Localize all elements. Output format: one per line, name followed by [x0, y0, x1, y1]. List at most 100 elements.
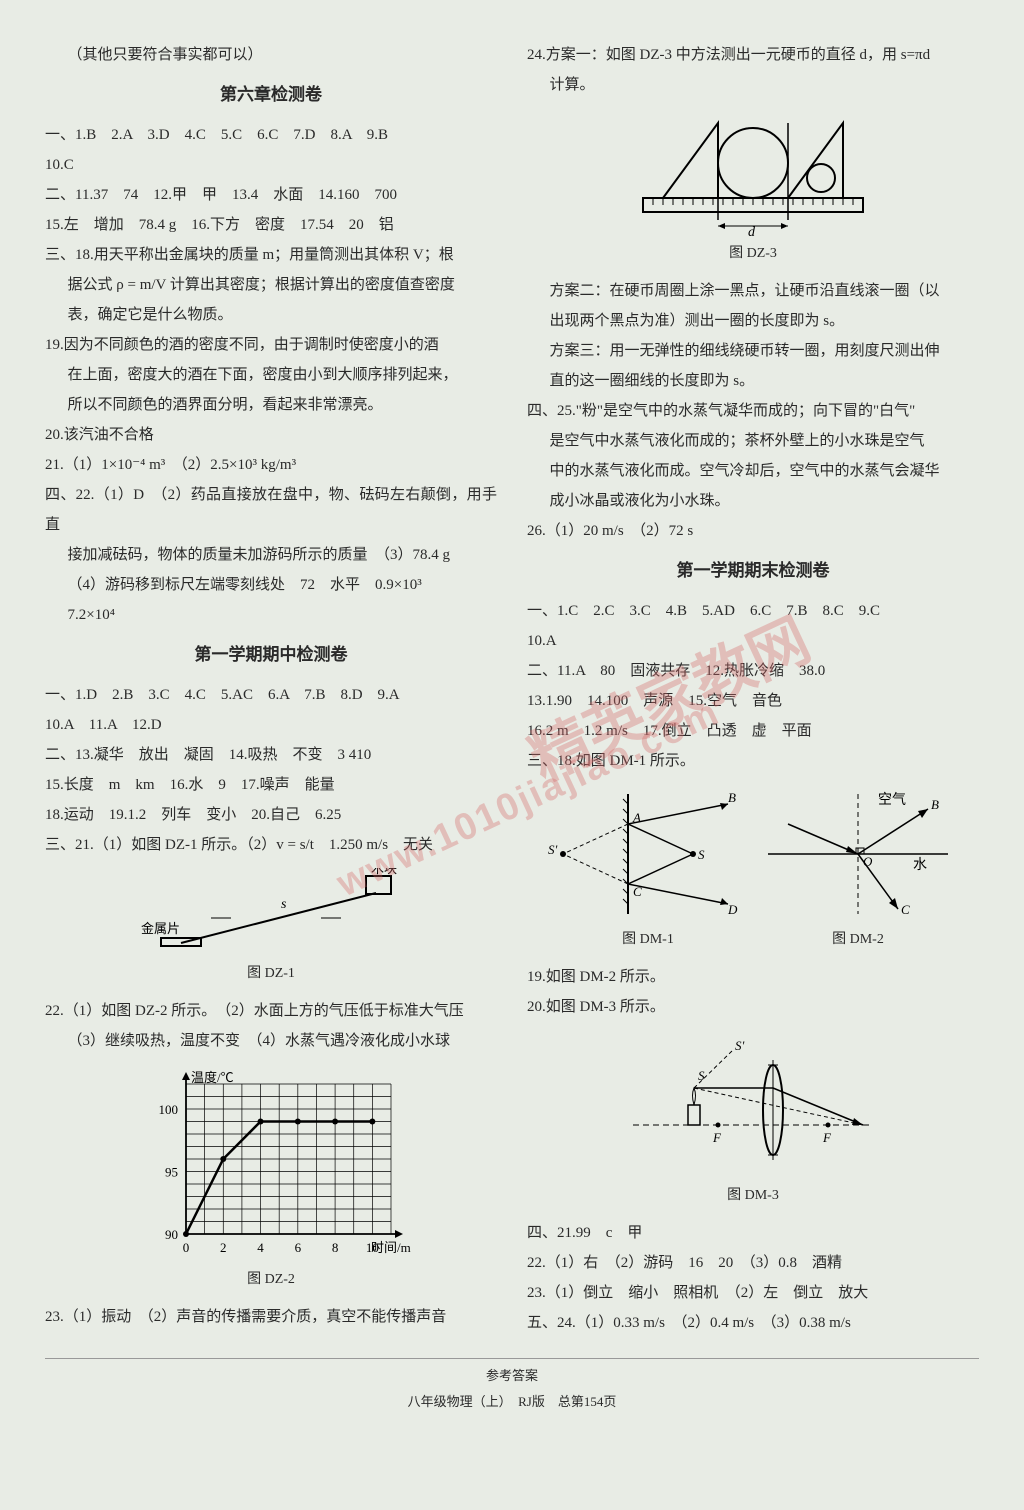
ch6-q19b: 在上面，密度大的酒在下面，密度由小到大顺序排列起来， [45, 360, 497, 390]
svg-text:S': S' [548, 842, 558, 857]
svg-text:A: A [632, 810, 641, 825]
final-title: 第一学期期末检测卷 [527, 554, 979, 588]
svg-text:空气: 空气 [878, 792, 906, 808]
mt-q22a: 22.（1）如图 DZ-2 所示。 （2）水面上方的气压低于标准大气压 [45, 996, 497, 1026]
r-q24e: 方案三：用一无弹性的细线绕硬币转一圈，用刻度尺测出伸 [527, 336, 979, 366]
f-p1b: 10.A [527, 626, 979, 656]
svg-text:S: S [698, 1068, 705, 1083]
fig-dz1: 木块 金属片 s 图 DZ-1 [45, 868, 497, 988]
svg-text:S': S' [735, 1038, 745, 1053]
svg-text:90: 90 [165, 1227, 178, 1242]
ch6-p1b: 10.C [45, 150, 497, 180]
svg-text:B: B [931, 797, 939, 812]
f-q18: 三、18.如图 DM-1 所示。 [527, 746, 979, 776]
fig-dz3-label: 图 DZ-3 [527, 240, 979, 268]
svg-text:F: F [712, 1130, 722, 1145]
r-q25b: 是空气中水蒸气液化而成的；茶杯外壁上的小水珠是空气 [527, 426, 979, 456]
svg-text:8: 8 [332, 1240, 339, 1255]
ch6-q22b: 接加减砝码，物体的质量未加游码所示的质量 （3）78.4 g [45, 540, 497, 570]
svg-text:B: B [728, 790, 736, 805]
svg-text:95: 95 [165, 1165, 178, 1180]
mt-q23: 23.（1）振动 （2）声音的传播需要介质，真空不能传播声音 [45, 1302, 497, 1332]
fig-dz3: d 图 DZ-3 [527, 108, 979, 268]
fig-dm2-label: 图 DM-2 [758, 926, 958, 954]
ch6-q18c: 表，确定它是什么物质。 [45, 300, 497, 330]
svg-text:木块: 木块 [371, 868, 397, 876]
f-p2c: 16.2 m 1.2 m/s 17.倒立 凸透 虚 平面 [527, 716, 979, 746]
r-q25d: 成小冰晶或液化为小水珠。 [527, 486, 979, 516]
f-q19: 19.如图 DM-2 所示。 [527, 962, 979, 992]
svg-text:0: 0 [183, 1240, 190, 1255]
svg-text:6: 6 [295, 1240, 302, 1255]
svg-text:金属片: 金属片 [141, 921, 180, 936]
ch6-q18b: 据公式 ρ = m/V 计算出其密度；根据计算出的密度值查密度 [45, 270, 497, 300]
ch6-p2b: 15.左 增加 78.4 g 16.下方 密度 17.54 20 铝 [45, 210, 497, 240]
svg-text:100: 100 [159, 1102, 179, 1117]
page-footer: 参考答案 八年级物理（上） RJ版 总第154页 [45, 1358, 979, 1415]
ch6-q18a: 三、18.用天平称出金属块的质量 m；用量筒测出其体积 V；根 [45, 240, 497, 270]
dm3-svg: F F S S' [623, 1030, 883, 1180]
ch6-q19c: 所以不同颜色的酒界面分明，看起来非常漂亮。 [45, 390, 497, 420]
fig-dz2: 10095900246810温度/℃时间/min 图 DZ-2 [45, 1064, 497, 1294]
ch6-p1: 一、1.B 2.A 3.D 4.C 5.C 6.C 7.D 8.A 9.B [45, 120, 497, 150]
r-q24f: 直的这一圈细线的长度即为 s。 [527, 366, 979, 396]
ch6-q22d: 7.2×10⁴ [45, 600, 497, 630]
f-q23: 23.（1）倒立 缩小 照相机 （2）左 倒立 放大 [527, 1278, 979, 1308]
svg-text:F: F [822, 1130, 832, 1145]
dm1-svg: A B C D S S' [548, 784, 748, 924]
fig-dm1: A B C D S S' 图 DM-1 [548, 784, 748, 954]
svg-text:S: S [698, 847, 705, 862]
r-q26: 26.（1）20 m/s （2）72 s [527, 516, 979, 546]
fig-dm3: F F S S' 图 DM-3 [527, 1030, 979, 1210]
ch6-q21: 21.（1）1×10⁻⁴ m³ （2）2.5×10³ kg/m³ [45, 450, 497, 480]
svg-text:s: s [281, 897, 287, 912]
r-q25c: 中的水蒸气液化而成。空气冷却后，空气中的水蒸气会凝华 [527, 456, 979, 486]
f-q24: 五、24.（1）0.33 m/s （2）0.4 m/s （3）0.38 m/s [527, 1308, 979, 1338]
r-q24c: 方案二：在硬币周圈上涂一黑点，让硬币沿直线滚一圈（以 [527, 276, 979, 306]
r-q24d: 出现两个黑点为准）测出一圈的长度即为 s。 [527, 306, 979, 336]
mt-p2b: 15.长度 m km 16.水 9 17.噪声 能量 [45, 770, 497, 800]
dm1-dm2-row: A B C D S S' 图 DM-1 [527, 776, 979, 962]
mt-q22b: （3）继续吸热，温度不变 （4）水蒸气遇冷液化成小水球 [45, 1026, 497, 1056]
ch6-q22c: （4）游码移到标尺左端零刻线处 72 水平 0.9×10³ [45, 570, 497, 600]
footer-line1: 参考答案 [45, 1363, 979, 1389]
dz1-svg: 木块 金属片 s [141, 868, 401, 958]
svg-text:O: O [863, 854, 873, 869]
mt-q21: 三、21.（1）如图 DZ-1 所示。（2）v = s/t 1.250 m/s … [45, 830, 497, 860]
svg-text:d: d [748, 225, 756, 238]
svg-text:D: D [727, 902, 738, 917]
svg-text:2: 2 [220, 1240, 227, 1255]
fig-dz2-label: 图 DZ-2 [45, 1266, 497, 1294]
mt-p1a: 一、1.D 2.B 3.C 4.C 5.AC 6.A 7.B 8.D 9.A [45, 680, 497, 710]
r-q25a: 四、25."粉"是空气中的水蒸气凝华而成的；向下冒的"白气" [527, 396, 979, 426]
fig-dm1-label: 图 DM-1 [548, 926, 748, 954]
dz3-svg: d [623, 108, 883, 238]
svg-text:4: 4 [257, 1240, 264, 1255]
svg-text:时间/min: 时间/min [371, 1240, 411, 1255]
right-column: 24.方案一：如图 DZ-3 中方法测出一元硬币的直径 d，用 s=πd 计算。 [527, 40, 979, 1338]
f-q22: 22.（1）右 （2）游码 16 20 （3）0.8 酒精 [527, 1248, 979, 1278]
top-note: （其他只要符合事实都可以） [45, 40, 497, 70]
fig-dz1-label: 图 DZ-1 [45, 960, 497, 988]
ch6-p2a: 二、11.37 74 12.甲 甲 13.4 水面 14.160 700 [45, 180, 497, 210]
dm2-svg: 空气 水 O B C [758, 784, 958, 924]
svg-text:温度/℃: 温度/℃ [191, 1070, 234, 1085]
ch6-title: 第六章检测卷 [45, 78, 497, 112]
mt-p1b: 10.A 11.A 12.D [45, 710, 497, 740]
mt-p2c: 18.运动 19.1.2 列车 变小 20.自己 6.25 [45, 800, 497, 830]
svg-text:C: C [901, 902, 910, 917]
f-p2b: 13.1.90 14.100 声源 15.空气 音色 [527, 686, 979, 716]
svg-text:水: 水 [913, 857, 927, 873]
left-column: （其他只要符合事实都可以） 第六章检测卷 一、1.B 2.A 3.D 4.C 5… [45, 40, 497, 1338]
f-q20: 20.如图 DM-3 所示。 [527, 992, 979, 1022]
ch6-q20: 20.该汽油不合格 [45, 420, 497, 450]
mt-p2a: 二、13.凝华 放出 凝固 14.吸热 不变 3 410 [45, 740, 497, 770]
midterm-title: 第一学期期中检测卷 [45, 638, 497, 672]
footer-line2: 八年级物理（上） RJ版 总第154页 [45, 1389, 979, 1415]
fig-dm3-label: 图 DM-3 [527, 1182, 979, 1210]
ch6-q22a: 四、22.（1）D （2）药品直接放在盘中，物、砝码左右颠倒，用手直 [45, 480, 497, 540]
f-p1a: 一、1.C 2.C 3.C 4.B 5.AD 6.C 7.B 8.C 9.C [527, 596, 979, 626]
r-q24a: 24.方案一：如图 DZ-3 中方法测出一元硬币的直径 d，用 s=πd [527, 40, 979, 70]
two-column-layout: （其他只要符合事实都可以） 第六章检测卷 一、1.B 2.A 3.D 4.C 5… [45, 40, 979, 1338]
f-q21b: 四、21.99 c 甲 [527, 1218, 979, 1248]
